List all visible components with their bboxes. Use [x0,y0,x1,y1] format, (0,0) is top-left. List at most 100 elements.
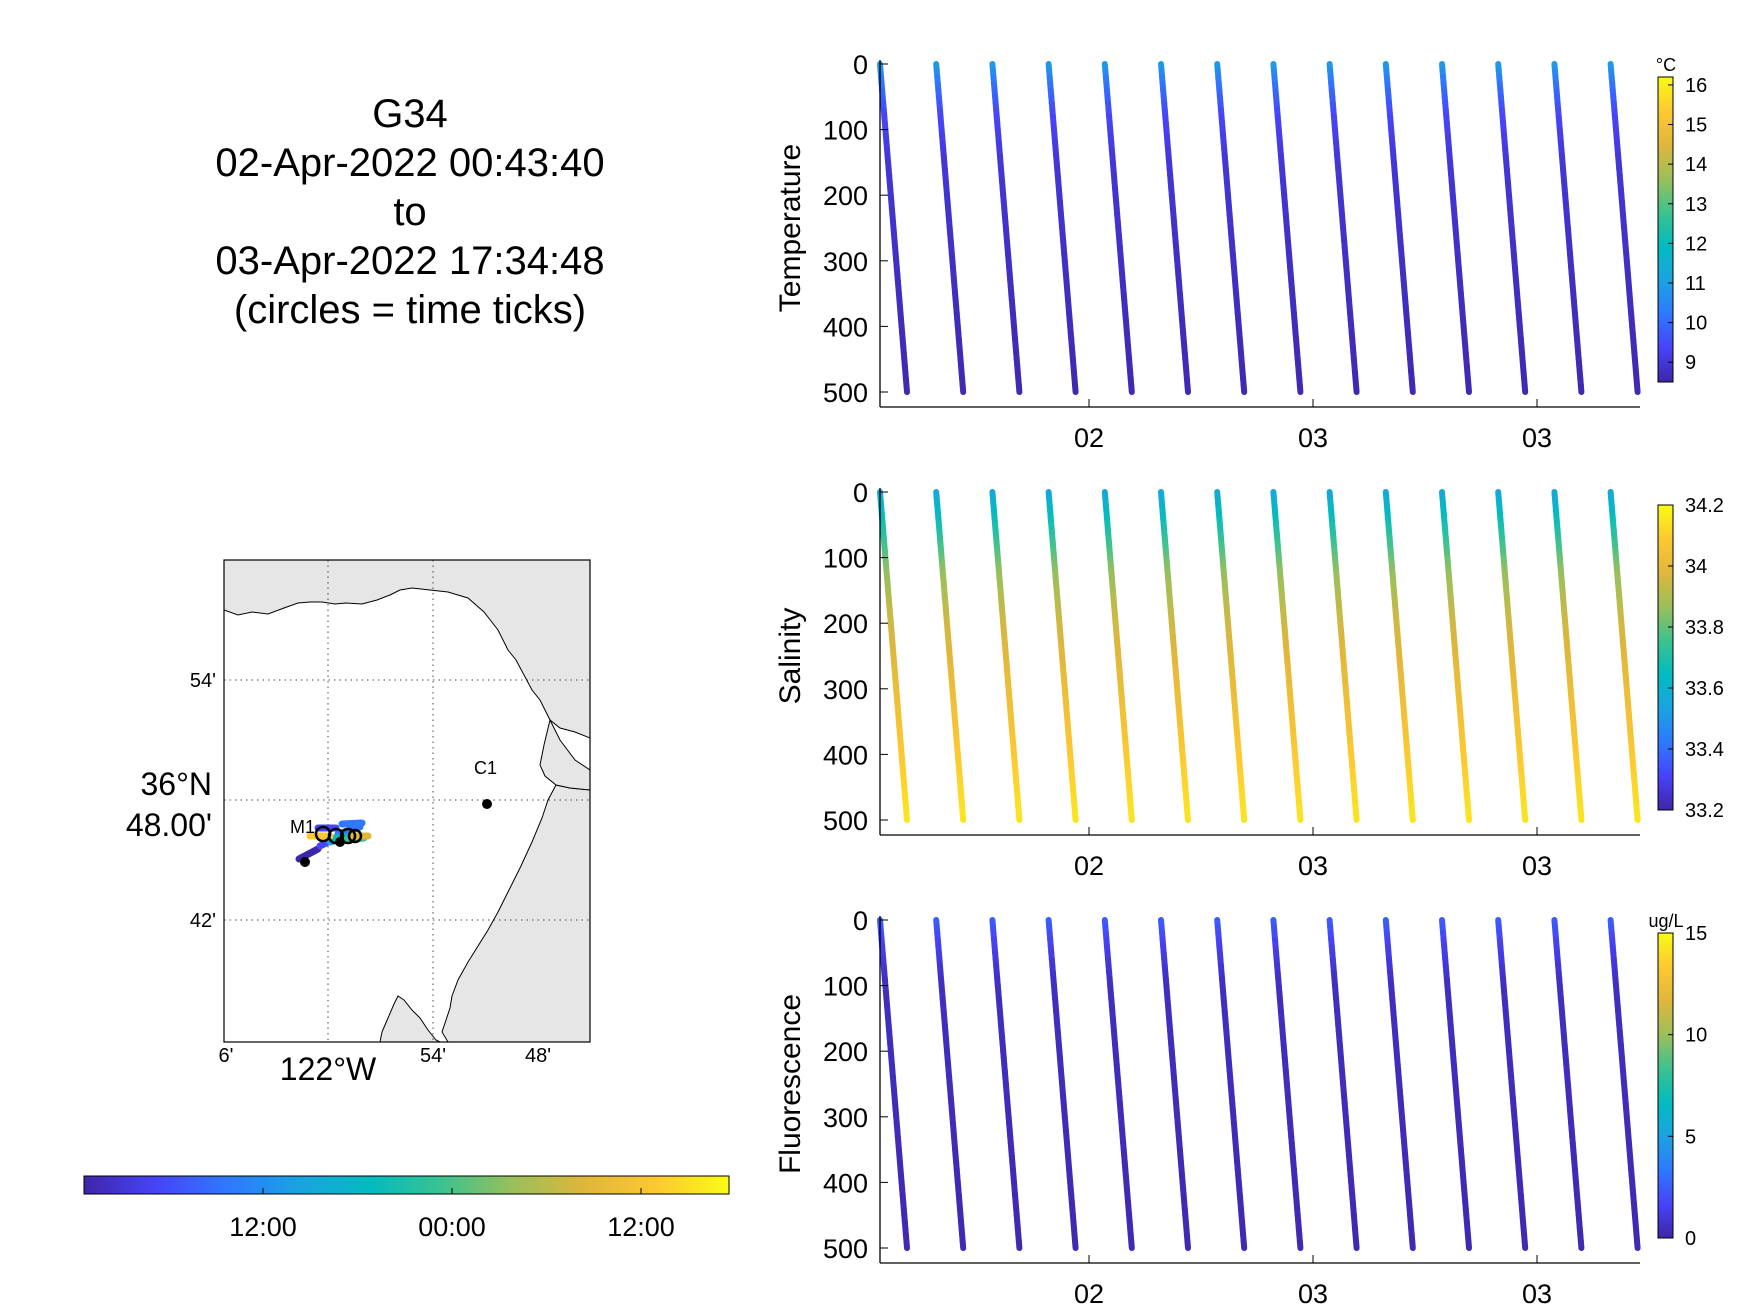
time-colorbar: 12:00 00:00 12:00 [83,1175,730,1242]
profile [1495,61,1529,395]
profile-segment [1465,810,1472,823]
profile [1551,61,1585,395]
y-tick-label: 500 [823,378,868,408]
colorbar-tick-label: 34.2 [1685,495,1724,517]
colorbar-tick-label: 16 [1685,75,1707,97]
peninsula [539,718,590,791]
colorbar-gradient [1657,932,1674,1239]
profile-segment [1353,382,1360,395]
profile [1101,917,1135,1251]
profile [989,61,1023,395]
profile [877,917,910,1251]
profile [1607,61,1641,395]
x-tick-label: 03 [1298,851,1328,881]
profile-segment [1072,810,1079,823]
profile [1551,489,1585,823]
profile-segment [1634,382,1641,395]
colorbar-tick-label: 0 [1685,1228,1696,1250]
station-m1-label: M1 [290,817,315,837]
glider-end-marker [300,857,310,867]
colorbar-unit: °C [1656,55,1676,75]
profile-segment [1128,1238,1135,1251]
time-tick-label: 00:00 [418,1212,486,1242]
y-axis-label: Salinity [774,608,807,705]
profile [1439,489,1472,823]
profile [1270,489,1304,823]
land-south [379,995,441,1042]
lon-tick-54: 54' [420,1045,446,1067]
colorbar-tick-label: 9 [1685,352,1696,374]
lat-tick-48: 48.00' [126,807,212,843]
land-north [224,560,590,739]
profile-segment [903,382,910,395]
profile [1214,489,1248,823]
profile-segment [959,382,967,395]
colorbar-tick-label: 33.4 [1685,739,1724,761]
y-tick-label: 400 [823,1168,868,1198]
colorbar-tick-label: 15 [1685,115,1707,137]
profile [1158,61,1191,395]
profile-segment [1577,1238,1585,1251]
profile-segment [1577,810,1585,823]
profile-segment [1296,1238,1304,1251]
x-tick-label: 03 [1522,1279,1552,1309]
colorbar-tick-label: 33.2 [1685,800,1724,822]
colorbar-unit: ug/L [1648,911,1683,931]
profile [1101,489,1135,823]
map-frame [223,559,591,1043]
profile-segment [1240,1238,1248,1251]
profile-segment [1072,382,1079,395]
y-tick-label: 200 [823,609,868,639]
legend-note: (circles = time ticks) [233,288,587,332]
profile [1382,917,1416,1251]
panel-salinity: 0 100 200 300 400 500 02 03 03 Salinity 34.2 34 33.8… [774,478,1724,881]
profile [933,61,967,395]
x-tick-label: 03 [1522,851,1552,881]
profile-segment [959,1238,967,1251]
panel-fluorescence: 0 100 200 300 400 500 02 03 03 Fluorescence 15 10 5 0… [774,906,1707,1309]
lat-tick-42: 42' [190,910,216,932]
colorbar-tick-label: 10 [1685,313,1707,335]
y-tick-label: 0 [853,50,868,80]
profile [933,489,967,823]
colorbar-tick-label: 10 [1685,1025,1707,1047]
y-tick-label: 100 [823,972,868,1002]
profile-segment [1296,810,1304,823]
profile-segment [1128,382,1135,395]
profile [1382,489,1416,823]
profile [1551,917,1585,1251]
profile-segment [1240,810,1248,823]
profile [1270,917,1304,1251]
y-tick-label: 500 [823,1234,868,1264]
profile-segment [1128,810,1135,823]
station-c1-marker [482,799,492,809]
profile [877,61,910,395]
time-tick-label: 12:00 [229,1212,297,1242]
y-tick-label: 500 [823,806,868,836]
profile-segment [1465,1238,1472,1251]
profile-segment [1240,382,1248,395]
y-tick-label: 100 [823,544,868,574]
profile-segment [1409,810,1416,823]
profile [989,917,1023,1251]
to-label: to [393,190,427,234]
profile [1382,61,1416,395]
profile [933,917,967,1251]
profile-segment [1521,810,1529,823]
colorbar-fluorescence: 15 10 5 0 ug/L [1648,911,1707,1250]
profile [1326,489,1360,823]
y-tick-label: 300 [823,675,868,705]
profile-segment [1353,1238,1360,1251]
map-grid [224,560,590,1042]
profile [1045,489,1079,823]
profile-segment [1184,1238,1191,1251]
x-tick-label: 02 [1074,423,1104,453]
profile [1326,917,1360,1251]
profile [1495,917,1529,1251]
colorbar-tick-label: 33.6 [1685,678,1724,700]
x-tick-label: 03 [1522,423,1552,453]
profile-segment [1465,382,1472,395]
colorbar-tick-label: 14 [1685,154,1707,176]
